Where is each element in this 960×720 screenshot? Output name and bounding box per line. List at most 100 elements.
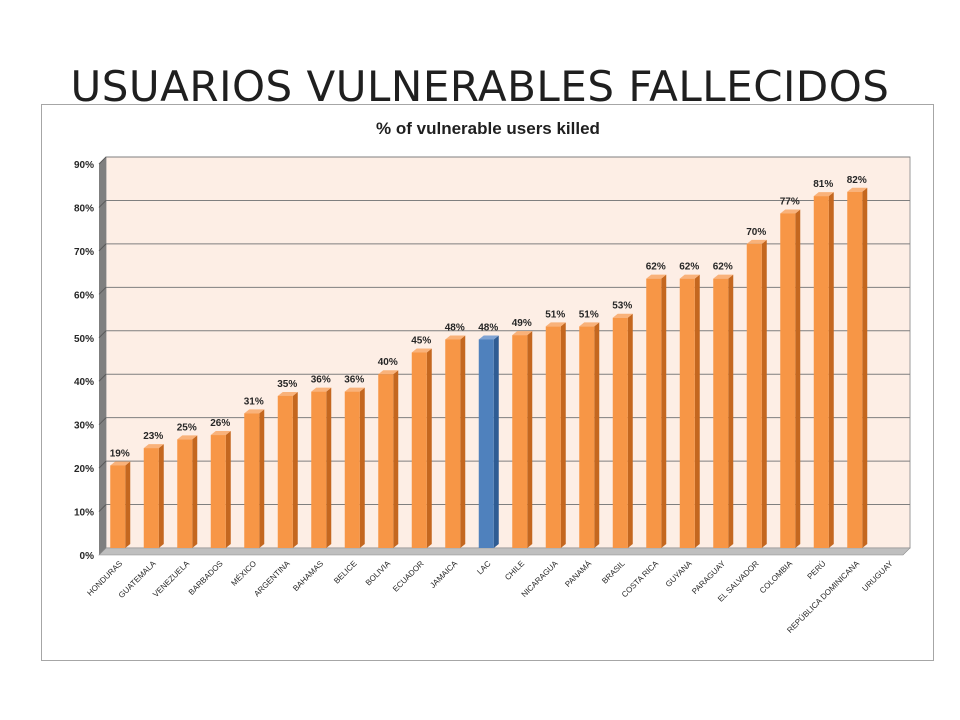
bar-top (713, 274, 734, 279)
bar-front (746, 243, 762, 548)
bar-side (828, 192, 834, 548)
bar-colombia (780, 209, 801, 548)
bar-top (545, 322, 566, 327)
gridline-side (98, 200, 107, 208)
bar-front (277, 395, 293, 548)
bar-honduras (110, 461, 131, 548)
data-label: 26% (210, 418, 230, 429)
bar-side (527, 331, 533, 548)
data-label: 31% (244, 396, 264, 407)
y-tick-label: 20% (74, 464, 94, 475)
bar-nicaragua (545, 322, 566, 548)
bar-side (259, 409, 265, 548)
bar-front (177, 439, 193, 548)
bar-side (292, 391, 298, 548)
bar-top (780, 209, 801, 214)
bar-side (594, 322, 600, 548)
data-label: 45% (411, 336, 431, 347)
bar-front (813, 196, 829, 548)
bar-top (344, 387, 365, 392)
gridline-side (98, 156, 107, 165)
bar-front (646, 278, 662, 548)
bar-top (679, 274, 700, 279)
data-label: 36% (311, 375, 331, 386)
y-tick-label: 10% (74, 508, 94, 519)
data-label: 19% (110, 448, 130, 459)
bar-front (378, 374, 394, 548)
bar-costa-rica (646, 274, 667, 548)
x-tick-label: GUYANA (664, 559, 694, 589)
bar-brasil (612, 313, 633, 548)
x-tick-label: NICARAGUA (520, 559, 560, 599)
y-tick-label: 70% (74, 247, 94, 258)
data-label: 35% (277, 379, 297, 390)
bar-top (847, 187, 868, 192)
bar-front (110, 465, 126, 548)
gridline-side (98, 286, 107, 295)
x-tick-label: LAC (475, 559, 493, 577)
bar-side (393, 370, 399, 548)
bar-side (728, 274, 734, 548)
bar-front (311, 391, 327, 548)
bar-side (426, 348, 432, 548)
x-tick-label: BARBADOS (187, 559, 225, 597)
bar-top (646, 274, 667, 279)
bar-side (694, 274, 700, 548)
bar-panamá (579, 322, 600, 548)
data-label: 62% (713, 262, 733, 273)
data-label: 62% (646, 262, 666, 273)
bar-top (746, 239, 767, 244)
y-tick-label: 80% (74, 203, 94, 214)
bar-top (110, 461, 131, 466)
x-tick-label: BRASIL (600, 559, 627, 586)
bar-layer (110, 187, 868, 548)
bar-front (445, 339, 461, 548)
data-label-layer: 19% 23% 25% 26% 31% 35% 36% 36% 40% 45% 48% 48% 49% 5… (110, 175, 867, 460)
x-tick-label: ECUADOR (391, 559, 426, 594)
bar-top (210, 431, 231, 436)
bar-front (143, 448, 159, 548)
bar-side (560, 322, 566, 548)
data-label: 53% (612, 301, 632, 312)
bar-side (795, 209, 801, 548)
data-label: 23% (143, 431, 163, 442)
bar-guyana (679, 274, 700, 548)
bar-top (177, 435, 198, 440)
x-tick-label: BELICE (332, 559, 358, 585)
bar-side (661, 274, 667, 548)
x-tick-label: CHILE (503, 559, 526, 582)
bar-top (143, 444, 164, 449)
x-tick-label: BOLIVIA (364, 559, 393, 588)
y-tick-label: 30% (74, 421, 94, 432)
data-label: 51% (579, 309, 599, 320)
bar-top (579, 322, 600, 327)
data-label: 40% (378, 357, 398, 368)
x-tick-label: ARGENTINA (252, 559, 292, 599)
data-label: 62% (679, 262, 699, 273)
data-label: 82% (847, 175, 867, 186)
x-tick-label: PERÚ (806, 559, 828, 581)
bar-side (326, 387, 332, 548)
gridline-side (98, 243, 107, 252)
bar-top (512, 331, 533, 336)
bar-top (244, 409, 265, 414)
data-label: 70% (746, 227, 766, 238)
bar-side (225, 431, 231, 548)
bar-top (411, 348, 432, 353)
x-tick-label: BAHAMAS (291, 559, 325, 593)
bar-side (460, 335, 466, 548)
data-label: 77% (780, 196, 800, 207)
bar-front (780, 213, 796, 548)
bar-front (579, 326, 595, 548)
bar-front (478, 339, 494, 548)
bar-front (612, 317, 628, 548)
bar-side (761, 239, 767, 548)
y-tick-label: 60% (74, 290, 94, 301)
bar-república-dominicana (847, 187, 868, 548)
bar-lac (478, 335, 499, 548)
bar-side (125, 461, 131, 548)
bar-jamaica (445, 335, 466, 548)
slide-title: USUARIOS VULNERABLES FALLECIDOS (70, 62, 890, 111)
